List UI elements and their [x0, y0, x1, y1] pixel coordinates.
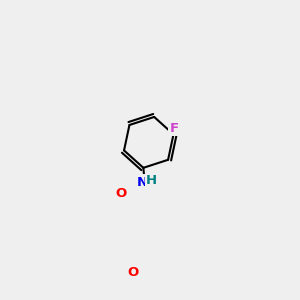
Text: H: H [146, 174, 157, 187]
Text: F: F [169, 122, 179, 135]
Text: N: N [137, 176, 148, 189]
Text: O: O [128, 266, 139, 279]
Text: O: O [116, 187, 127, 200]
